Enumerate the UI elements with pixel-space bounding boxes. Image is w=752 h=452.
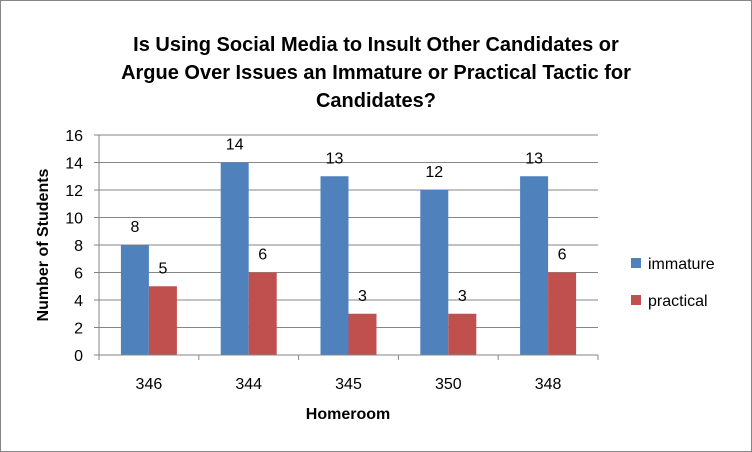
bars: [120, 162, 577, 355]
y-axis-title: Number of Students: [35, 168, 52, 321]
chart-title-line-1: Is Using Social Media to Insult Other Ca…: [133, 34, 619, 56]
chart-title-line-3: Candidates?: [316, 90, 436, 112]
data-label-practical-348: 6: [558, 247, 567, 264]
data-label-immature-350: 12: [425, 164, 443, 181]
axes: [94, 134, 599, 360]
bar-practical-344: [248, 272, 277, 355]
legend-label-immature: immature: [648, 256, 715, 273]
data-labels: 8 5 14 6 13 3 12 3 13 6: [130, 137, 566, 305]
data-label-practical-344: 6: [258, 247, 267, 264]
legend-label-practical: practical: [648, 293, 708, 310]
bar-practical-350: [448, 313, 477, 355]
data-label-immature-344: 14: [226, 137, 244, 154]
y-tick-label: 0: [74, 348, 83, 365]
y-tick-label: 2: [74, 321, 83, 338]
x-tick-labels: 346 344 345 350 348: [136, 376, 562, 393]
x-tick-label: 344: [235, 376, 262, 393]
bar-practical-346: [148, 286, 177, 355]
y-tick-labels: 0 2 4 6 8 10 12 14 16: [65, 128, 83, 365]
y-tick-label: 4: [74, 293, 83, 310]
bar-immature-345: [320, 176, 349, 355]
y-tick-label: 14: [65, 156, 83, 173]
data-label-immature-345: 13: [326, 150, 344, 167]
y-tick-label: 10: [65, 211, 83, 228]
data-label-immature-348: 13: [525, 150, 543, 167]
x-axis-title: Homeroom: [306, 406, 390, 423]
x-tick-label: 345: [335, 376, 362, 393]
legend-swatch-practical: [631, 295, 641, 305]
bar-immature-346: [120, 245, 149, 355]
y-tick-label: 16: [65, 128, 83, 145]
x-tick-label: 346: [136, 376, 163, 393]
legend: immature practical: [631, 256, 715, 310]
data-label-practical-345: 3: [358, 288, 367, 305]
bar-immature-350: [420, 190, 449, 355]
bar-practical-345: [348, 313, 377, 355]
x-tick-label: 348: [535, 376, 562, 393]
data-label-practical-350: 3: [458, 288, 467, 305]
x-tick-label: 350: [435, 376, 462, 393]
y-tick-label: 6: [74, 266, 83, 283]
y-tick-label: 12: [65, 183, 83, 200]
chart-title-line-2: Argue Over Issues an Immature or Practic…: [121, 62, 631, 84]
bar-immature-344: [220, 162, 249, 355]
bar-immature-348: [520, 176, 549, 355]
legend-swatch-immature: [631, 258, 641, 268]
bar-practical-348: [548, 272, 577, 355]
data-label-immature-346: 8: [130, 219, 139, 236]
y-tick-label: 8: [74, 238, 83, 255]
data-label-practical-346: 5: [158, 260, 167, 277]
